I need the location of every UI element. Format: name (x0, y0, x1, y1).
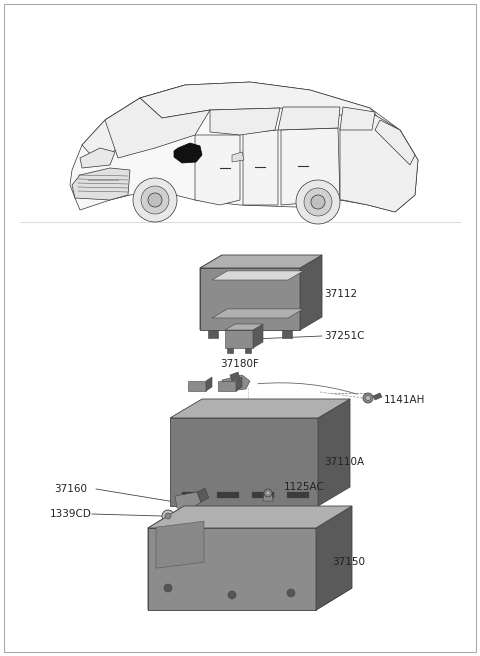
Text: 37150: 37150 (332, 557, 365, 567)
Polygon shape (227, 348, 233, 353)
Circle shape (296, 180, 340, 224)
Polygon shape (156, 522, 204, 568)
Circle shape (287, 589, 295, 597)
Polygon shape (200, 268, 300, 330)
Polygon shape (148, 588, 352, 610)
Polygon shape (208, 330, 218, 338)
Circle shape (363, 393, 373, 403)
Polygon shape (287, 492, 309, 498)
Polygon shape (197, 488, 209, 502)
Polygon shape (318, 399, 350, 506)
Polygon shape (281, 128, 340, 205)
Circle shape (304, 188, 332, 216)
Polygon shape (316, 506, 352, 610)
Polygon shape (252, 492, 274, 498)
Text: 37180F: 37180F (220, 359, 259, 369)
Polygon shape (170, 399, 350, 418)
Circle shape (266, 491, 270, 495)
Polygon shape (210, 108, 280, 135)
Polygon shape (148, 506, 352, 528)
Polygon shape (140, 82, 380, 120)
Polygon shape (148, 506, 184, 610)
Polygon shape (243, 130, 278, 205)
Polygon shape (278, 107, 340, 130)
Circle shape (148, 193, 162, 207)
Polygon shape (245, 348, 251, 353)
Text: 1339CD: 1339CD (50, 509, 92, 519)
Polygon shape (225, 330, 253, 348)
Polygon shape (70, 82, 418, 212)
Polygon shape (82, 85, 185, 165)
Polygon shape (236, 377, 242, 391)
Circle shape (164, 584, 172, 592)
Circle shape (141, 186, 169, 214)
Polygon shape (72, 168, 130, 200)
Text: 37110A: 37110A (324, 457, 364, 467)
Circle shape (228, 591, 236, 599)
Polygon shape (105, 98, 210, 158)
Polygon shape (174, 143, 202, 163)
Circle shape (133, 178, 177, 222)
Polygon shape (340, 107, 375, 130)
Text: 37112: 37112 (324, 289, 357, 299)
Polygon shape (232, 152, 244, 162)
Polygon shape (263, 493, 273, 501)
Polygon shape (182, 492, 204, 498)
Polygon shape (200, 255, 322, 268)
Polygon shape (375, 120, 415, 165)
Polygon shape (218, 381, 236, 391)
Polygon shape (188, 381, 206, 391)
Polygon shape (80, 148, 115, 168)
Text: 37251C: 37251C (324, 331, 364, 341)
Polygon shape (225, 324, 263, 330)
Polygon shape (212, 309, 303, 318)
Circle shape (264, 489, 272, 497)
Text: 1141AH: 1141AH (384, 395, 425, 405)
Polygon shape (282, 330, 292, 338)
Polygon shape (222, 375, 250, 391)
Polygon shape (212, 271, 303, 280)
Polygon shape (148, 528, 316, 610)
Polygon shape (170, 418, 318, 506)
Polygon shape (340, 112, 418, 212)
Polygon shape (373, 393, 382, 400)
Circle shape (165, 513, 171, 519)
Polygon shape (206, 377, 212, 391)
Polygon shape (230, 372, 240, 381)
Polygon shape (217, 492, 239, 498)
Polygon shape (195, 135, 240, 205)
Circle shape (162, 510, 174, 522)
Polygon shape (175, 492, 201, 510)
Circle shape (365, 396, 371, 401)
Circle shape (311, 195, 325, 209)
Polygon shape (200, 255, 222, 330)
Text: 37160: 37160 (54, 484, 87, 494)
Polygon shape (253, 324, 263, 348)
Text: 1125AC: 1125AC (284, 482, 325, 492)
Polygon shape (300, 255, 322, 330)
